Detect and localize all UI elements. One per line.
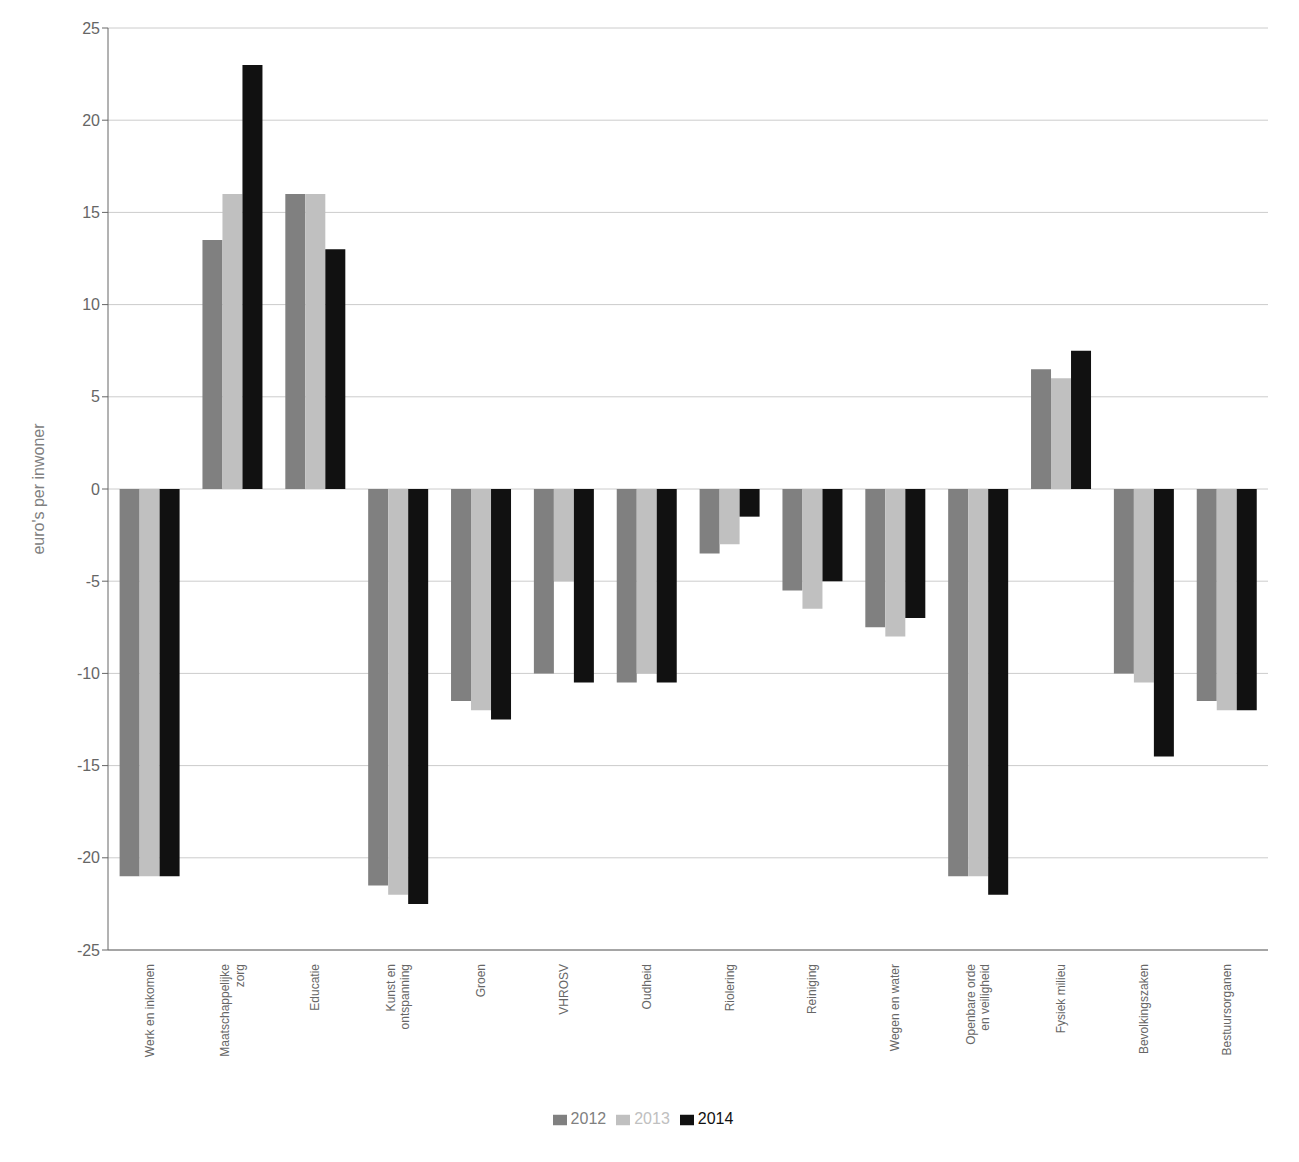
svg-text:Oudheid: Oudheid bbox=[640, 964, 654, 1009]
svg-text:0: 0 bbox=[91, 481, 100, 498]
svg-text:euro's per inwoner: euro's per inwoner bbox=[30, 423, 47, 555]
svg-text:VHROSV: VHROSV bbox=[557, 964, 571, 1015]
svg-text:Openbare ordeen veiligheid: Openbare ordeen veiligheid bbox=[964, 964, 992, 1045]
svg-text:Kunst enontspanning: Kunst enontspanning bbox=[384, 964, 412, 1029]
svg-text:-5: -5 bbox=[86, 573, 100, 590]
svg-text:15: 15 bbox=[82, 204, 100, 221]
svg-text:-10: -10 bbox=[77, 665, 100, 682]
svg-text:Maatschappelijkezorg: Maatschappelijkezorg bbox=[218, 964, 246, 1057]
svg-text:5: 5 bbox=[91, 388, 100, 405]
svg-text:Bestuursorganen: Bestuursorganen bbox=[1220, 964, 1234, 1055]
svg-text:10: 10 bbox=[82, 296, 100, 313]
svg-text:Werk en inkomen: Werk en inkomen bbox=[143, 964, 157, 1057]
svg-text:20: 20 bbox=[82, 112, 100, 129]
svg-text:-25: -25 bbox=[77, 942, 100, 959]
svg-text:Fysiek milieu: Fysiek milieu bbox=[1054, 964, 1068, 1033]
svg-text:Wegen en water: Wegen en water bbox=[888, 964, 902, 1051]
svg-text:Riolering: Riolering bbox=[723, 964, 737, 1011]
html-text:2014: 2014 bbox=[697, 1110, 734, 1127]
html-text:2012: 2012 bbox=[570, 1110, 607, 1127]
svg-text:-15: -15 bbox=[77, 757, 100, 774]
svg-text:Educatie: Educatie bbox=[308, 964, 322, 1011]
svg-text:Groen: Groen bbox=[474, 964, 488, 997]
svg-text:Bevolkingszaken: Bevolkingszaken bbox=[1137, 964, 1151, 1054]
svg-text:Reiniging: Reiniging bbox=[805, 964, 819, 1014]
svg-text:-20: -20 bbox=[77, 849, 100, 866]
html-text:2013: 2013 bbox=[634, 1110, 670, 1127]
svg-text:25: 25 bbox=[82, 20, 100, 37]
